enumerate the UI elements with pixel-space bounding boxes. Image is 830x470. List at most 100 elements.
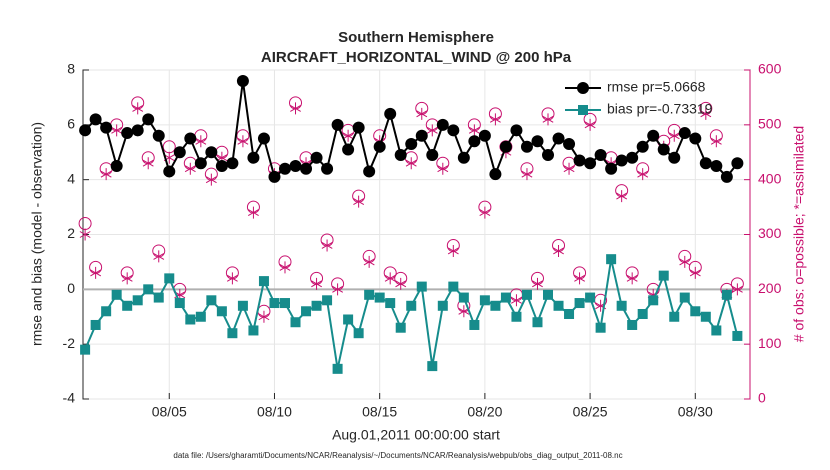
point [164,273,175,284]
point [405,157,417,170]
point [457,151,470,164]
point [489,168,502,181]
point [363,165,376,178]
point [342,143,355,156]
point [574,272,586,285]
point [205,173,217,186]
point [636,140,649,153]
y2-tick-label: 500 [758,116,782,132]
x-tick-label: 08/15 [362,404,397,420]
point [700,107,712,120]
point [427,361,438,372]
point [236,74,249,87]
point [637,168,649,181]
point [111,124,123,137]
point [90,266,102,279]
x-tick-label: 08/05 [152,404,187,420]
point [616,190,628,203]
point [637,309,648,320]
point [468,124,480,137]
point [437,300,448,311]
point [479,295,490,306]
point [658,270,669,281]
point [543,289,554,300]
point [385,298,396,309]
point [721,289,732,300]
x-tick-label: 08/25 [573,404,608,420]
legend-marker [578,105,588,115]
point [100,168,112,181]
point [194,157,207,170]
point [227,328,238,339]
point [257,132,270,145]
point [448,281,459,292]
point [405,138,418,151]
y-tick-label: 6 [67,116,75,132]
point [458,292,469,303]
point [322,295,333,306]
point [490,300,501,311]
point [184,162,196,175]
point [553,244,564,257]
y-tick-label: 2 [67,225,75,241]
point [364,289,375,300]
chart-title: Southern Hemisphere [338,29,494,46]
point [290,317,301,328]
y2-tick-label: 100 [758,335,782,351]
point [689,132,702,145]
point [321,239,333,252]
point [247,206,259,219]
point [121,127,134,140]
point [542,113,554,126]
point [689,266,701,279]
point [226,157,239,170]
point [89,113,102,126]
point [79,228,91,241]
x-axis-label: Aug.01,2011 00:00:00 start [332,427,500,443]
point [143,284,154,295]
point [594,148,607,161]
point [573,154,586,167]
point [395,322,406,333]
point [173,146,186,159]
point [226,272,238,285]
point [185,314,196,325]
point [468,135,481,148]
point [153,292,164,303]
point [395,277,407,290]
point [142,157,154,170]
point [342,129,354,142]
point [331,118,344,131]
point [437,162,449,175]
point [626,272,638,285]
point [426,124,438,137]
point [500,292,511,303]
point [595,322,606,333]
point [122,300,133,311]
point [627,319,638,330]
point [131,124,144,137]
point [606,254,617,265]
point [332,363,343,374]
point [79,124,92,137]
y-tick-label: -2 [63,335,76,351]
point [426,148,439,161]
point [510,124,523,137]
y-axis-label: rmse and bias (model - observation) [29,122,45,346]
point [605,162,618,175]
point [478,129,491,142]
y-tick-label: -4 [63,390,76,406]
point [152,129,165,142]
point [447,124,460,137]
point [521,289,532,300]
y2-tick-label: 0 [758,390,766,406]
footnote: data file: /Users/gharamti/Documents/NCA… [173,451,622,460]
y2-tick-label: 400 [758,170,782,186]
point [353,195,365,208]
point [731,157,744,170]
point [269,298,280,309]
point [532,317,543,328]
y-tick-label: 4 [67,170,75,186]
point [710,159,723,172]
